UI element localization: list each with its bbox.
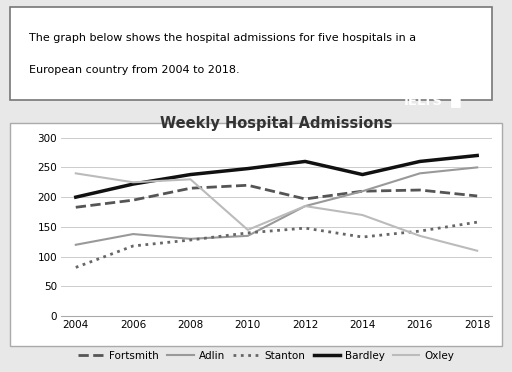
Legend: Fortsmith, Adlin, Stanton, Bardley, Oxley: Fortsmith, Adlin, Stanton, Bardley, Oxle…	[74, 347, 459, 365]
Text: The graph below shows the hospital admissions for five hospitals in a: The graph below shows the hospital admis…	[30, 33, 417, 44]
Text: European country from 2004 to 2018.: European country from 2004 to 2018.	[30, 65, 240, 75]
Text: IELTS: IELTS	[403, 95, 443, 108]
FancyBboxPatch shape	[10, 7, 492, 100]
Text: ■: ■	[450, 95, 461, 108]
Title: Weekly Hospital Admissions: Weekly Hospital Admissions	[160, 116, 393, 131]
FancyBboxPatch shape	[10, 123, 502, 346]
